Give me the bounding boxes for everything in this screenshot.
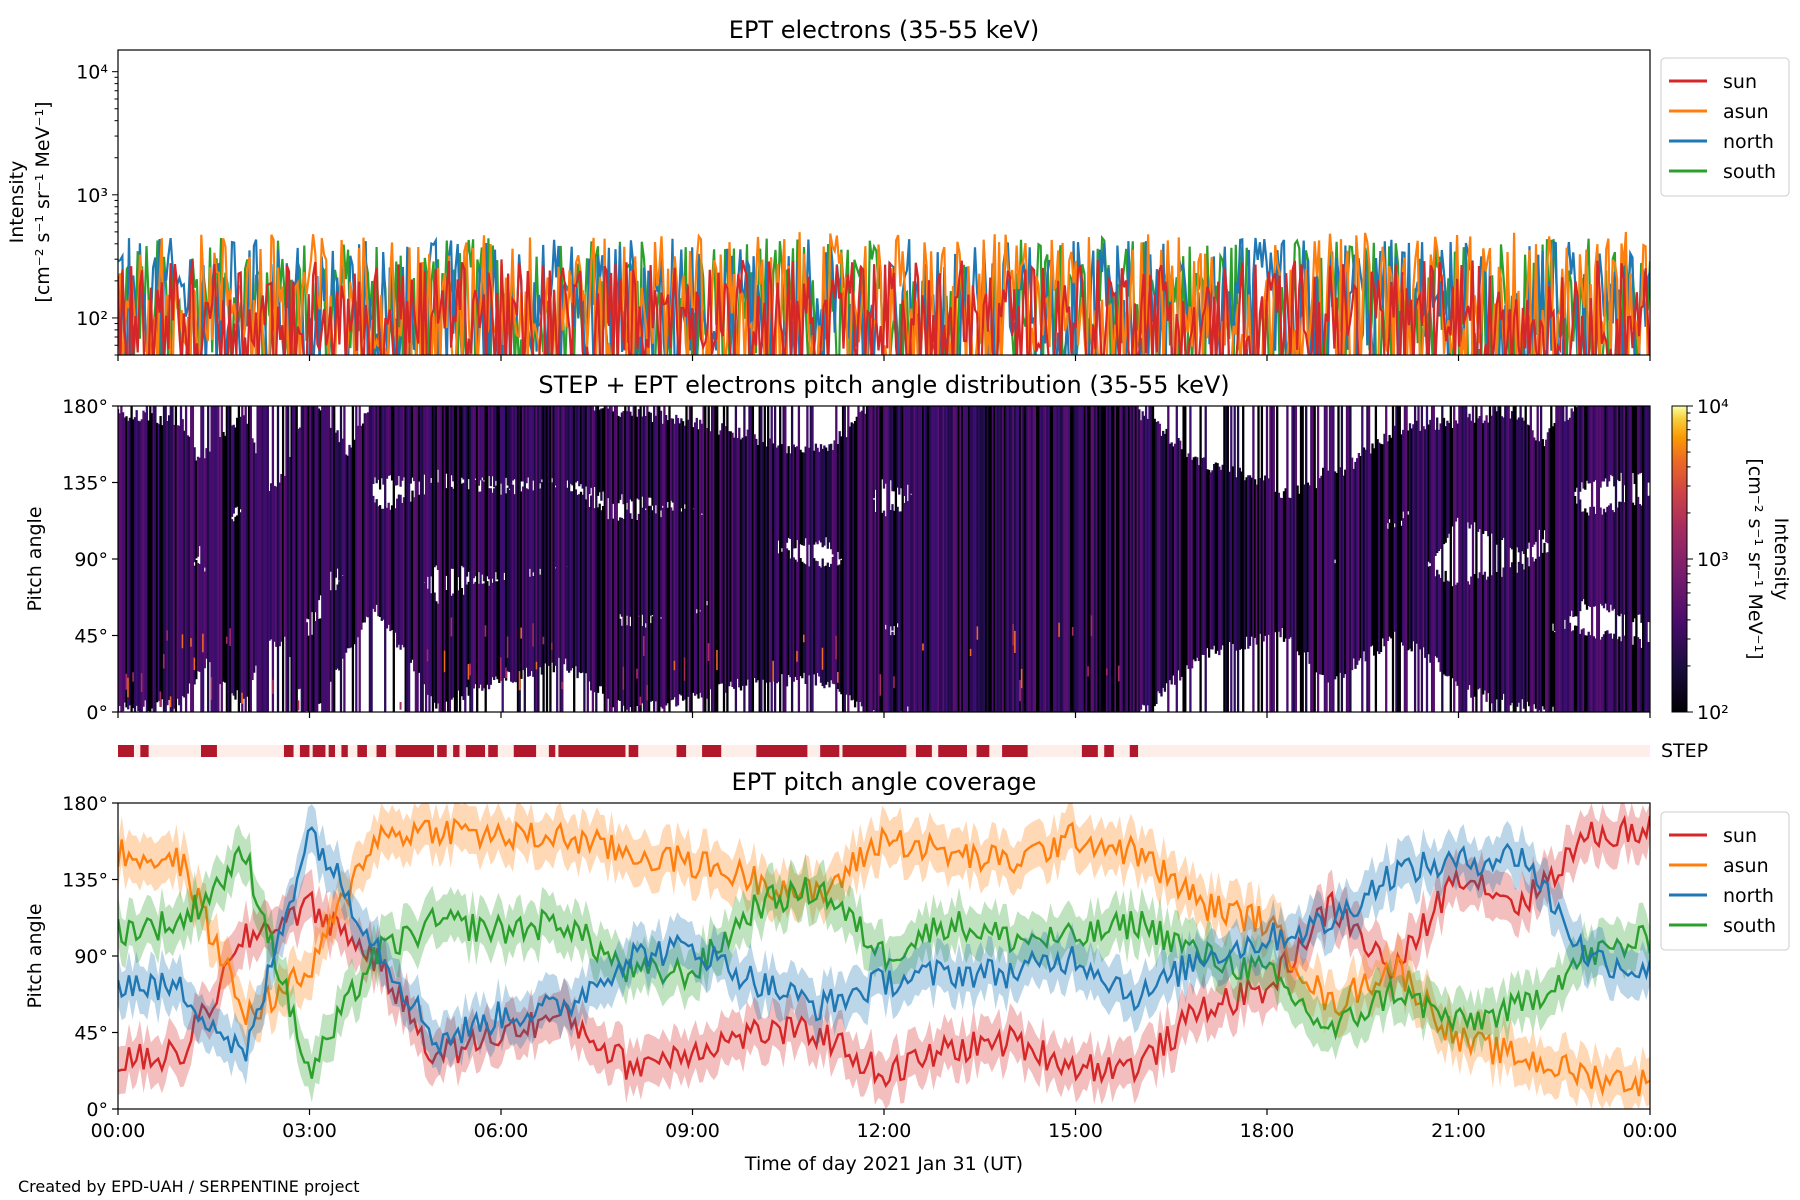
step-coverage-bar xyxy=(283,745,294,757)
step-coverage-bar xyxy=(140,745,149,757)
step-coverage-bar xyxy=(1104,745,1114,757)
step-coverage-bar xyxy=(513,745,537,757)
panel4-ytick-label: 180° xyxy=(62,793,108,815)
step-coverage-bar xyxy=(312,745,326,757)
panel4-title: EPT pitch angle coverage xyxy=(732,768,1037,796)
legend-label-north: north xyxy=(1723,885,1774,907)
step-coverage-bar xyxy=(465,745,486,757)
credit-footer: Created by EPD-UAH / SERPENTINE project xyxy=(18,1177,360,1196)
panel-step-coverage: STEP xyxy=(118,740,1708,762)
colorbar-unit: [cm⁻² s⁻¹ sr⁻¹ MeV⁻¹] xyxy=(1744,458,1766,659)
panel4-xtick-label: 18:00 xyxy=(1240,1120,1295,1142)
colorbar-tick-label: 10² xyxy=(1697,702,1729,724)
step-coverage-bar xyxy=(328,745,336,757)
legend-label-north: north xyxy=(1723,131,1774,153)
panel4-xtick-label: 12:00 xyxy=(857,1120,912,1142)
step-coverage-bar xyxy=(453,745,460,757)
panel2-ytick-label: 0° xyxy=(86,702,108,724)
colorbar-label: Intensity xyxy=(1770,518,1792,601)
panel4-ytick-label: 135° xyxy=(62,870,108,892)
panel1-ytick-label: 10⁴ xyxy=(76,62,108,84)
legend-label-asun: asun xyxy=(1723,101,1769,123)
step-coverage-bar xyxy=(437,745,447,757)
panel2-ytick-label: 45° xyxy=(74,626,108,648)
panel4-xtick-label: 00:00 xyxy=(91,1120,146,1142)
panel-pitch-angle-distribution: STEP + EPT electrons pitch angle distrib… xyxy=(24,371,1792,724)
panel2-ylabel: Pitch angle xyxy=(24,506,46,611)
step-coverage-bar xyxy=(357,745,367,757)
panel4-ytick-label: 0° xyxy=(86,1099,108,1121)
legend-label-south: south xyxy=(1723,161,1776,183)
step-coverage-bar xyxy=(299,745,310,757)
step-coverage-bar xyxy=(1002,745,1028,757)
step-coverage-bar xyxy=(395,745,434,757)
step-coverage-bar xyxy=(1129,745,1139,757)
panel1-legend: sun asun north south xyxy=(1660,57,1790,197)
panel2-ytick-label: 180° xyxy=(62,396,108,418)
panel4-ytick-label: 45° xyxy=(74,1023,108,1045)
panel4-ylabel: Pitch angle xyxy=(24,903,46,1008)
panel1-yunit: [cm⁻² s⁻¹ sr⁻¹ MeV⁻¹] xyxy=(32,101,54,302)
step-coverage-bar xyxy=(820,745,840,757)
colorbar-tick-label: 10³ xyxy=(1697,549,1729,571)
step-coverage-bar xyxy=(842,745,907,757)
step-coverage-bar xyxy=(376,745,387,757)
step-coverage-bar xyxy=(1081,745,1098,757)
step-coverage-bar xyxy=(938,745,967,757)
colorbar-tick-label: 10⁴ xyxy=(1697,396,1729,418)
panel4-xtick-label: 09:00 xyxy=(665,1120,720,1142)
colorbar-gradient xyxy=(1671,405,1688,713)
step-coverage-bar xyxy=(676,745,687,757)
panel1-ytick-label: 10³ xyxy=(76,185,108,207)
panel-ept-intensity: EPT electrons (35-55 keV) 10² 10³ 10⁴ Inte… xyxy=(6,16,1790,361)
panel4-xtick-label: 06:00 xyxy=(474,1120,529,1142)
panel4-xtick-label: 21:00 xyxy=(1431,1120,1486,1142)
panel4-legend: sun asun north south xyxy=(1660,811,1790,951)
colorbar: 10² 10³ 10⁴ Intensity [cm⁻² s⁻¹ sr⁻¹ MeV⁻¹… xyxy=(1671,396,1792,724)
step-coverage-bar xyxy=(628,745,639,757)
series-line-south xyxy=(118,845,1650,1079)
panel2-title: STEP + EPT electrons pitch angle distrib… xyxy=(538,371,1229,399)
step-coverage-bar xyxy=(702,745,722,757)
legend-label-sun: sun xyxy=(1723,825,1757,847)
panel1-title: EPT electrons (35-55 keV) xyxy=(729,16,1039,44)
panel4-ytick-label: 90° xyxy=(74,946,108,968)
legend-label-south: south xyxy=(1723,915,1776,937)
legend-label-asun: asun xyxy=(1723,855,1769,877)
panel1-ylabel: Intensity xyxy=(6,161,28,244)
panel4-xtick-label: 03:00 xyxy=(282,1120,337,1142)
panel2-ytick-label: 135° xyxy=(62,473,108,495)
panel4-xlabel: Time of day 2021 Jan 31 (UT) xyxy=(744,1153,1023,1175)
legend-label-sun: sun xyxy=(1723,71,1757,93)
step-coverage-bar xyxy=(976,745,990,757)
series-line-north xyxy=(118,826,1650,1062)
series-line-asun xyxy=(118,817,1650,1097)
step-label: STEP xyxy=(1661,740,1708,762)
step-coverage-bar xyxy=(341,745,348,757)
step-coverage-bar xyxy=(548,745,556,757)
panel2-ytick-label: 90° xyxy=(74,549,108,571)
panel4-xtick-label: 00:00 xyxy=(1623,1120,1678,1142)
step-coverage-bar xyxy=(558,745,626,757)
series-line-sun xyxy=(118,259,1650,355)
step-coverage-bar xyxy=(488,745,498,757)
legend-box xyxy=(1660,811,1790,951)
series-band-sun xyxy=(118,803,1650,1109)
step-coverage-bar xyxy=(756,745,808,757)
panel-ept-pitch-coverage: EPT pitch angle coverage 00:00 03:00 06:00… xyxy=(24,768,1790,1175)
panel1-ytick-label: 10² xyxy=(76,308,108,330)
step-coverage-bar xyxy=(118,745,134,757)
panel4-xtick-label: 15:00 xyxy=(1048,1120,1103,1142)
step-coverage-bar xyxy=(200,745,217,757)
step-coverage-bar xyxy=(915,745,932,757)
legend-box xyxy=(1660,57,1790,197)
